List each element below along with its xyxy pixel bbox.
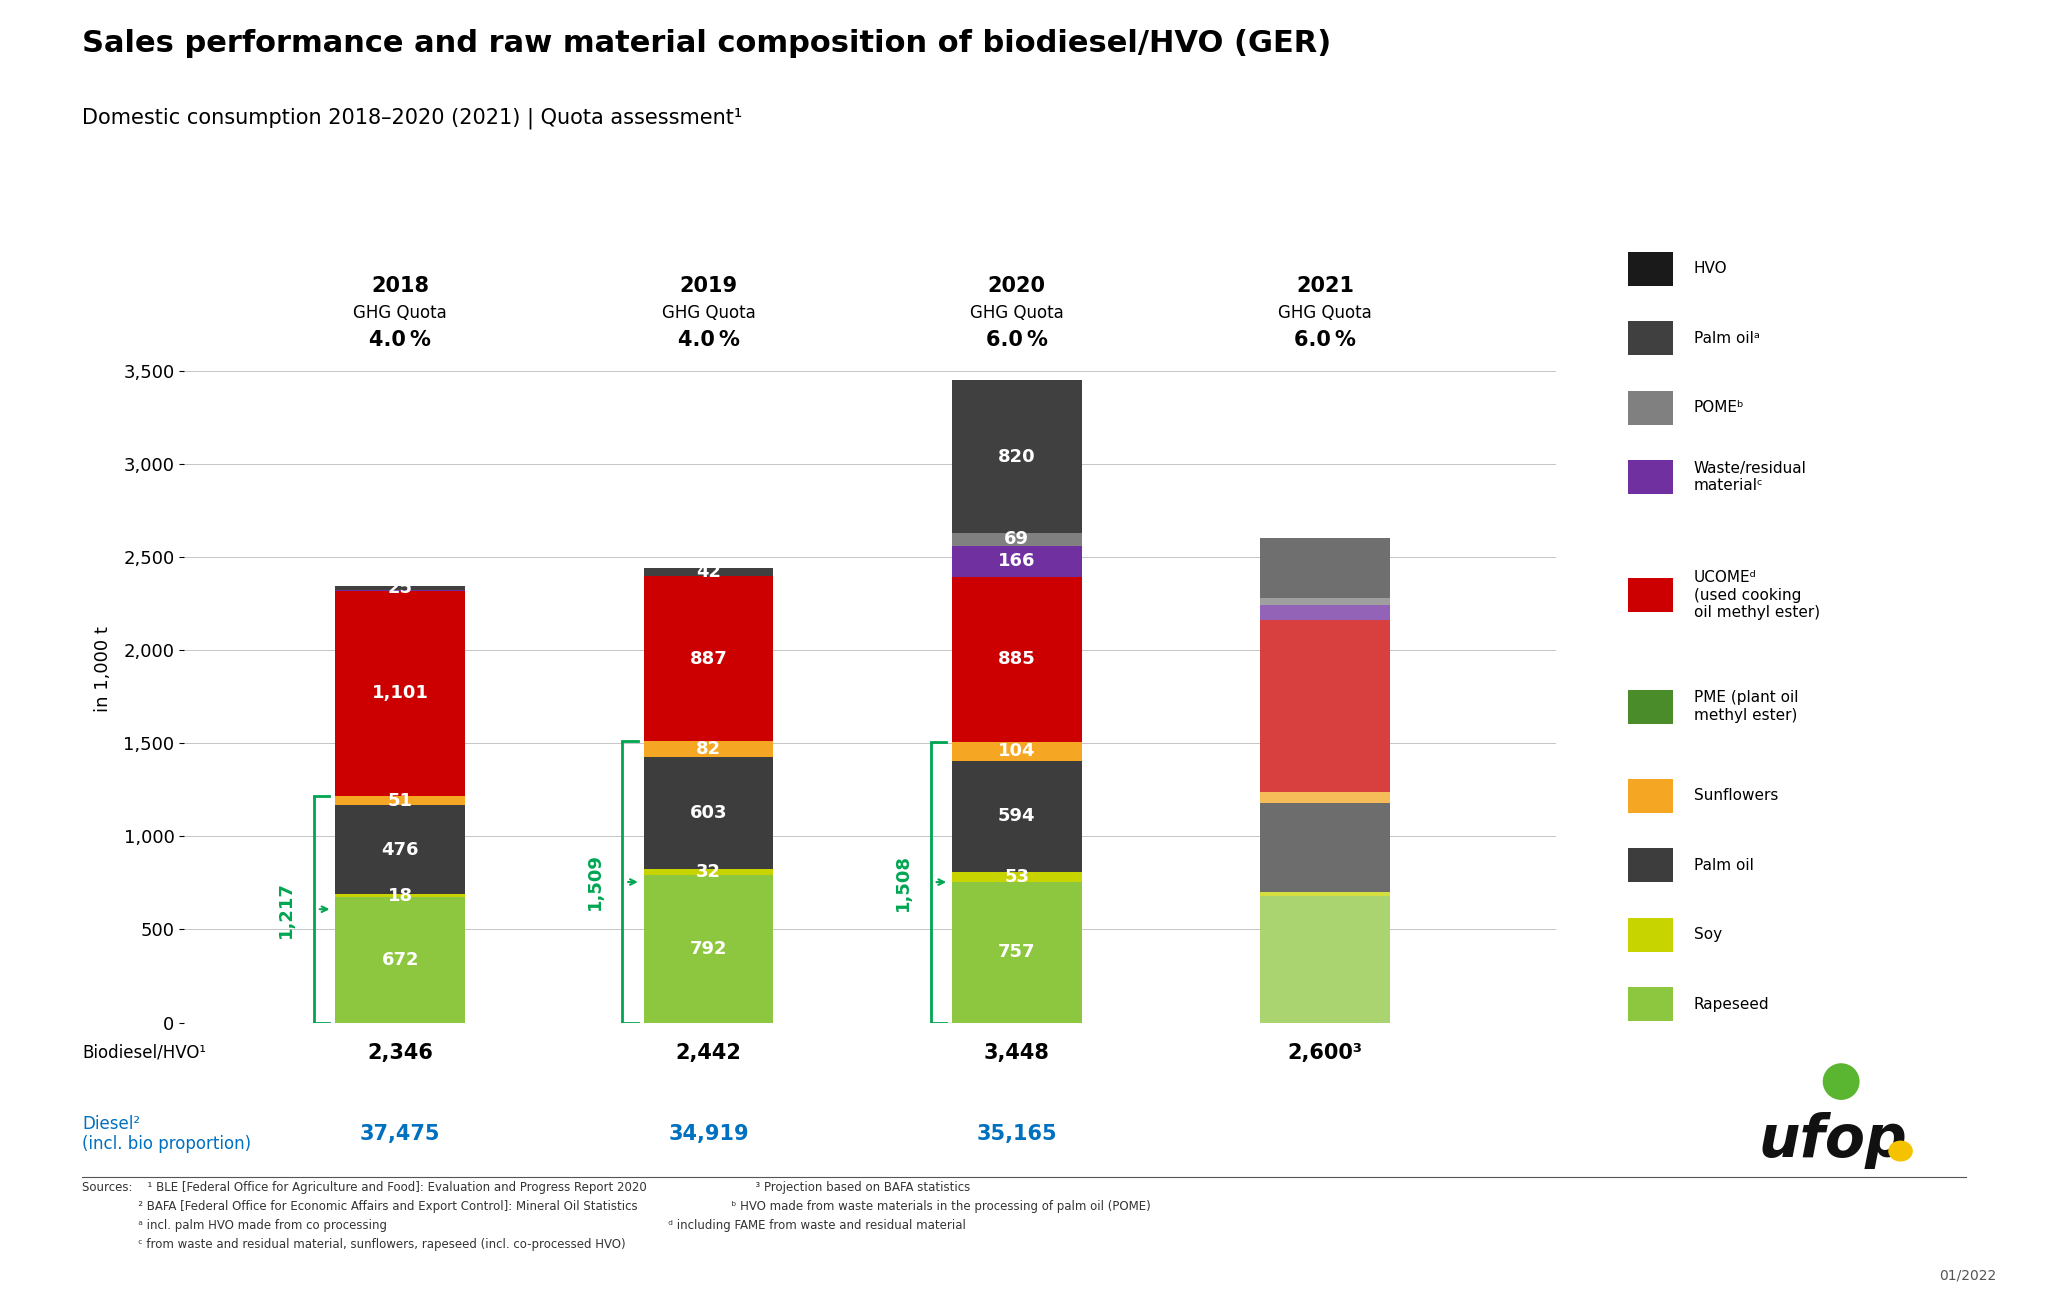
Text: 4.0 %: 4.0 % — [369, 330, 430, 350]
Text: Biodiesel/HVO¹: Biodiesel/HVO¹ — [82, 1044, 207, 1062]
Text: Palm oilᵃ: Palm oilᵃ — [1694, 330, 1759, 346]
Text: 18: 18 — [387, 886, 414, 905]
Bar — [643, 756, 774, 869]
Text: 2018: 2018 — [371, 277, 430, 296]
Text: 01/2022: 01/2022 — [1939, 1268, 1997, 1282]
Text: 6.0 %: 6.0 % — [1294, 330, 1356, 350]
Bar — [1260, 539, 1391, 598]
Bar — [643, 568, 774, 576]
Bar — [643, 742, 774, 756]
Bar — [336, 805, 465, 894]
Text: 476: 476 — [381, 840, 420, 859]
Bar — [952, 534, 1081, 545]
Text: 82: 82 — [696, 741, 721, 758]
Text: Sales performance and raw material composition of biodiesel/HVO (GER): Sales performance and raw material compo… — [82, 29, 1331, 58]
Text: GHG Quota: GHG Quota — [662, 304, 756, 323]
Bar — [1260, 539, 1391, 1023]
Text: 2,442: 2,442 — [676, 1042, 741, 1063]
Bar — [1260, 802, 1391, 893]
Text: 6.0 %: 6.0 % — [985, 330, 1049, 350]
Text: PME (plant oil
methyl ester): PME (plant oil methyl ester) — [1694, 691, 1798, 722]
Bar — [1260, 598, 1391, 606]
Bar — [952, 577, 1081, 742]
Text: 25: 25 — [387, 579, 412, 597]
Text: Rapeseed: Rapeseed — [1694, 996, 1769, 1012]
Text: 885: 885 — [997, 650, 1036, 669]
Bar — [1260, 893, 1391, 895]
Text: 820: 820 — [997, 447, 1036, 465]
Text: 2,346: 2,346 — [367, 1042, 432, 1063]
Bar — [952, 742, 1081, 760]
Text: 69: 69 — [1004, 531, 1030, 548]
Text: 2021: 2021 — [1296, 277, 1354, 296]
Bar — [952, 545, 1081, 577]
Text: 37,475: 37,475 — [360, 1124, 440, 1145]
Text: 32: 32 — [696, 863, 721, 881]
Text: Sources:    ¹ BLE [Federal Office for Agriculture and Food]: Evaluation and Prog: Sources: ¹ BLE [Federal Office for Agric… — [82, 1181, 1151, 1251]
Bar — [1260, 895, 1391, 1023]
Text: HVO: HVO — [1694, 261, 1726, 277]
Text: 1,509: 1,509 — [586, 853, 604, 910]
Bar — [336, 894, 465, 898]
Bar — [1260, 606, 1391, 620]
Text: 3,448: 3,448 — [983, 1042, 1051, 1063]
Text: Sunflowers: Sunflowers — [1694, 788, 1778, 804]
Text: UCOMEᵈ
(used cooking
oil methyl ester): UCOMEᵈ (used cooking oil methyl ester) — [1694, 570, 1821, 620]
Bar — [952, 872, 1081, 881]
Bar — [952, 760, 1081, 872]
Text: 1,101: 1,101 — [373, 684, 428, 703]
Text: 594: 594 — [997, 808, 1036, 826]
Text: Soy: Soy — [1694, 927, 1722, 943]
Text: 887: 887 — [690, 650, 727, 667]
Text: 1,508: 1,508 — [895, 853, 911, 911]
Text: 2,600³: 2,600³ — [1288, 1042, 1362, 1063]
Bar — [643, 869, 774, 874]
Text: 1,217: 1,217 — [276, 881, 295, 937]
Text: 51: 51 — [387, 792, 412, 810]
Text: Waste/residual
materialᶜ: Waste/residual materialᶜ — [1694, 461, 1806, 493]
Bar — [336, 586, 465, 590]
Text: 2019: 2019 — [680, 277, 737, 296]
Text: 42: 42 — [696, 564, 721, 581]
Text: 792: 792 — [690, 940, 727, 958]
Text: 757: 757 — [997, 943, 1036, 961]
Text: Palm oil: Palm oil — [1694, 857, 1753, 873]
Y-axis label: in 1,000 t: in 1,000 t — [94, 625, 113, 712]
Bar — [336, 796, 465, 805]
Bar — [643, 577, 774, 742]
Bar — [952, 380, 1081, 534]
Bar — [1260, 792, 1391, 802]
Text: 2020: 2020 — [987, 277, 1047, 296]
Text: 104: 104 — [997, 742, 1036, 760]
Text: POMEᵇ: POMEᵇ — [1694, 400, 1745, 416]
Text: 4.0 %: 4.0 % — [678, 330, 739, 350]
Bar — [336, 591, 465, 796]
Text: 34,919: 34,919 — [668, 1124, 750, 1145]
Text: GHG Quota: GHG Quota — [971, 304, 1063, 323]
Text: ufop: ufop — [1759, 1112, 1907, 1169]
Text: GHG Quota: GHG Quota — [354, 304, 446, 323]
Bar — [952, 881, 1081, 1023]
Bar — [336, 898, 465, 1023]
Bar — [1260, 620, 1391, 792]
Text: GHG Quota: GHG Quota — [1278, 304, 1372, 323]
Text: Diesel²
(incl. bio proportion): Diesel² (incl. bio proportion) — [82, 1114, 252, 1154]
Text: 166: 166 — [997, 552, 1036, 570]
Text: 672: 672 — [381, 950, 420, 969]
Text: 53: 53 — [1004, 868, 1030, 886]
Text: 603: 603 — [690, 804, 727, 822]
Text: Domestic consumption 2018–2020 (2021) | Quota assessment¹: Domestic consumption 2018–2020 (2021) | … — [82, 108, 741, 128]
Bar — [643, 874, 774, 1023]
Text: 35,165: 35,165 — [977, 1124, 1057, 1145]
